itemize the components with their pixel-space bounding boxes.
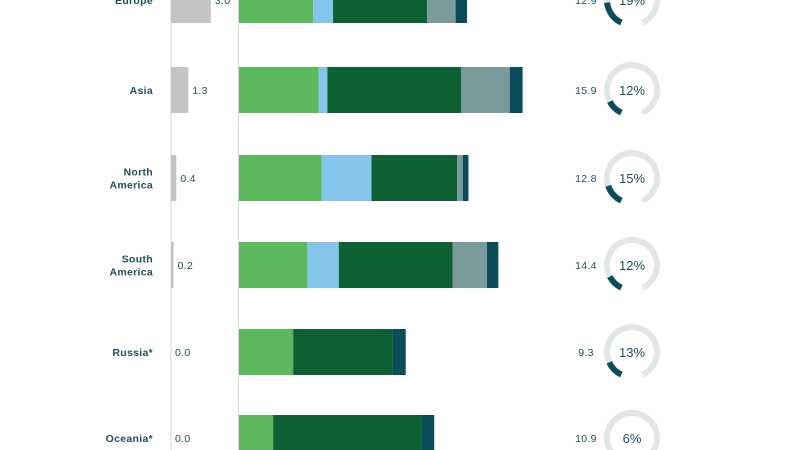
left-value-russia: 0.0 (175, 347, 191, 359)
stack-segment-asia-1 (239, 67, 319, 113)
stack-segment-north-america-2 (321, 155, 372, 201)
stack-segment-north-america-5 (462, 155, 469, 201)
region-label-south-america: South America (109, 254, 153, 279)
region-label-north-america: North America (109, 167, 153, 192)
region-label-asia: Asia (130, 85, 153, 97)
stack-segment-oceania-1 (239, 415, 274, 450)
percent-label-south-america: 12% (619, 258, 645, 273)
percent-ring-fill-south-america (604, 237, 661, 293)
stack-segment-europe-2 (313, 0, 334, 23)
stack-segment-south-america-5 (486, 242, 499, 288)
left-value-south-america: 0.2 (178, 260, 194, 272)
stack-segment-asia-2 (318, 67, 328, 113)
percent-label-asia: 12% (619, 83, 645, 98)
stack-segment-europe-4 (427, 0, 456, 23)
stack-segment-asia-4 (461, 67, 510, 113)
total-value-asia: 15.9 (575, 85, 597, 97)
stack-segment-europe-3 (333, 0, 428, 23)
stack-segment-south-america-2 (307, 242, 339, 288)
left-value-north-america: 0.4 (180, 173, 196, 185)
total-value-europe: 12.9 (575, 0, 597, 7)
stack-segment-europe-5 (455, 0, 467, 23)
stack-segment-south-america-1 (239, 242, 308, 288)
percent-ring-track-oceania (604, 410, 660, 450)
total-value-north-america: 12.8 (575, 173, 597, 185)
left-value-asia: 1.3 (192, 85, 208, 97)
left-bar-asia (171, 67, 189, 113)
left-value-oceania: 0.0 (175, 433, 191, 445)
percent-label-europe: 19% (619, 0, 645, 8)
region-label-oceania: Oceania* (106, 433, 154, 445)
stack-segment-south-america-3 (338, 242, 453, 288)
total-value-south-america: 14.4 (575, 260, 597, 272)
left-bar-south-america (171, 242, 174, 288)
region-label-europe: Europe (115, 0, 153, 7)
stack-segment-russia-3 (293, 329, 393, 375)
stack-segment-asia-5 (509, 67, 523, 113)
stack-segment-europe-1 (239, 0, 314, 23)
stack-segment-oceania-3 (273, 415, 422, 450)
stack-segment-oceania-5 (421, 415, 435, 450)
region-label-russia: Russia* (112, 347, 153, 359)
stack-segment-south-america-4 (452, 242, 487, 288)
stack-segment-russia-1 (239, 329, 294, 375)
stack-segment-north-america-1 (239, 155, 322, 201)
stack-segment-russia-5 (392, 329, 406, 375)
stack-segment-north-america-3 (371, 155, 458, 201)
left-value-europe: 3.0 (215, 0, 231, 7)
percent-label-north-america: 15% (619, 171, 645, 186)
stack-segment-north-america-4 (457, 155, 463, 201)
total-value-oceania: 10.9 (575, 433, 597, 445)
left-bar-north-america (171, 155, 177, 201)
left-bar-europe (171, 0, 211, 23)
percent-ring-fill-russia (604, 324, 660, 380)
percent-label-russia: 13% (619, 345, 645, 360)
percent-label-oceania: 6% (623, 431, 642, 446)
stack-segment-asia-3 (327, 67, 462, 113)
total-value-russia: 9.3 (578, 347, 594, 359)
